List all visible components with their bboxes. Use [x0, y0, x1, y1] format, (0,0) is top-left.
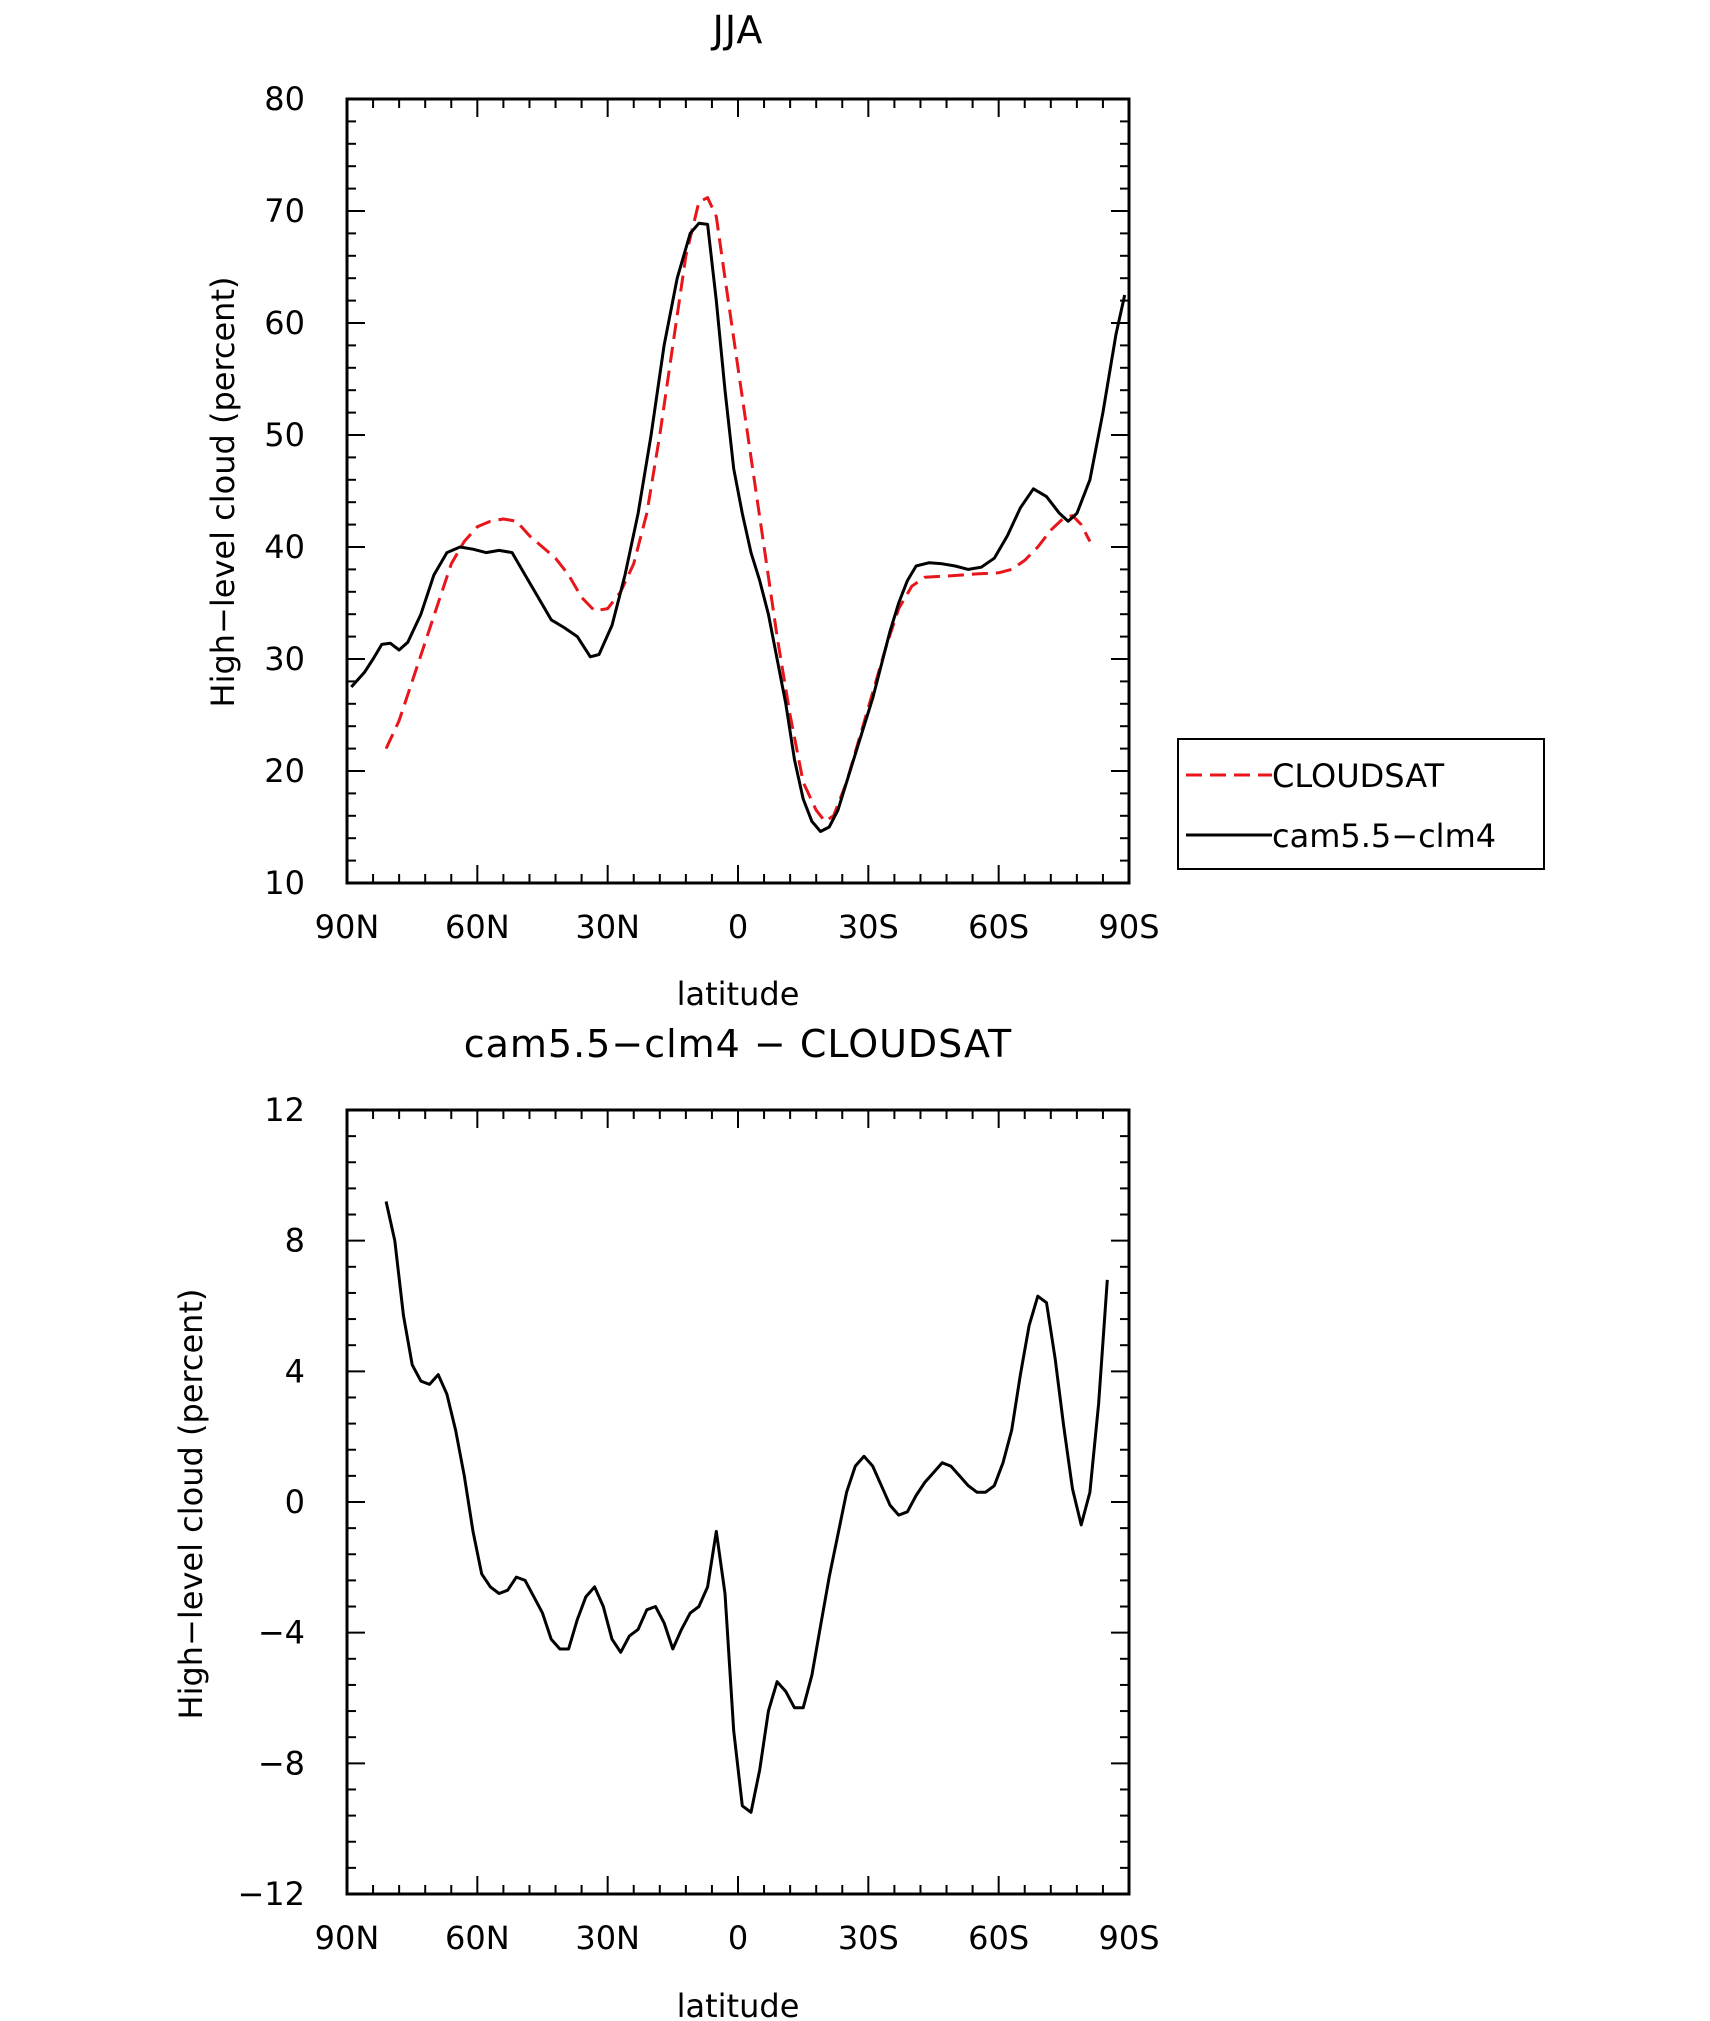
legend-label-cloudsat: CLOUDSAT [1272, 757, 1445, 795]
top-axes: 90N 60N 30N 0 30S 60S 90S 10 20 30 40 50 60 70 80 [264, 80, 1159, 946]
y-tick-label: 30 [264, 640, 305, 678]
series-line-model [350, 221, 1127, 833]
y-tick-label: 70 [264, 192, 305, 230]
y-tick-label: 50 [264, 416, 305, 454]
top-panel-jja: JJA 90N 60N 30N 0 30S 60S 90S1020304050607080 … [204, 8, 1545, 1013]
x-tick-label: 30S [838, 1919, 899, 1957]
y-tick-label: −8 [258, 1744, 305, 1782]
x-tick-label: 30N [575, 908, 640, 946]
x-tick-label: 0 [728, 908, 748, 946]
bottom-axes: 90N 60N 30N 0 30S 60S 90S −12 −8 −4 0 4 8 12 [237, 1091, 1159, 1957]
bottom-plot-lines [384, 1201, 1109, 1814]
x-tick-label: 0 [728, 1919, 748, 1957]
bottom-panel-difference: cam5.5−clm4 − CLOUDSAT 90N 60N 30N 0 30S 60S 9… [172, 1022, 1160, 2021]
y-axis-title: High−level cloud (percent) [172, 1289, 210, 1720]
y-tick-label: 12 [264, 1091, 305, 1129]
x-tick-label: 60N [445, 908, 510, 946]
y-tick-label: 40 [264, 528, 305, 566]
legend-box [1177, 738, 1545, 870]
x-tick-label: 90N [315, 908, 380, 946]
y-tick-label: −12 [237, 1875, 305, 1913]
y-tick-label: 8 [285, 1222, 305, 1260]
y-tick-label: 80 [264, 80, 305, 118]
x-tick-label: 60S [968, 1919, 1029, 1957]
x-axis-title: latitude [677, 975, 800, 1013]
top-plot-lines [350, 196, 1127, 833]
y-axis-title: High−level cloud (percent) [204, 277, 242, 708]
legend: CLOUDSAT cam5.5−clm4 [1177, 738, 1545, 870]
x-tick-label: 30N [575, 1919, 640, 1957]
y-tick-label: 60 [264, 304, 305, 342]
legend-label-model: cam5.5−clm4 [1272, 817, 1496, 855]
x-tick-label: 30S [838, 908, 899, 946]
x-tick-label: 60S [968, 908, 1029, 946]
y-tick-label: −4 [258, 1614, 305, 1652]
x-tick-label: 90N [315, 1919, 380, 1957]
chart-title: JJA [711, 8, 764, 52]
y-tick-label: 10 [264, 864, 305, 902]
y-tick-label: 0 [285, 1483, 305, 1521]
series-line-cloudsat [384, 196, 1092, 823]
chart-title: cam5.5−clm4 − CLOUDSAT [464, 1022, 1013, 1066]
x-tick-label: 90S [1098, 1919, 1159, 1957]
x-axis-title: latitude [677, 1987, 800, 2021]
series-line-difference [384, 1201, 1109, 1814]
y-tick-label: 20 [264, 752, 305, 790]
y-tick-label: 4 [285, 1352, 305, 1390]
x-tick-label: 90S [1098, 908, 1159, 946]
x-tick-label: 60N [445, 1919, 510, 1957]
